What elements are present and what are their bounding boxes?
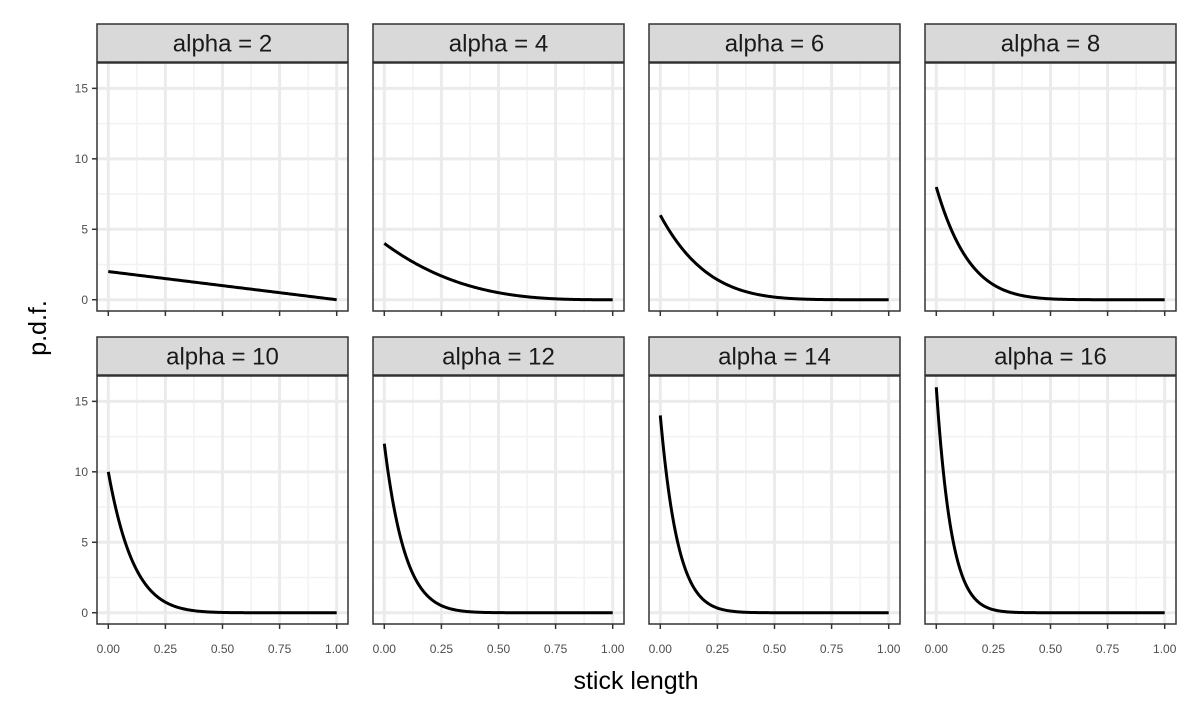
x-tick-label: 0.75	[820, 642, 844, 656]
y-tick-label: 5	[81, 536, 88, 550]
x-tick-label: 0.75	[544, 642, 568, 656]
x-tick-label: 0.25	[430, 642, 454, 656]
series-line-2	[107, 270, 338, 302]
facet-strip	[924, 23, 1177, 63]
facet-strip	[648, 23, 901, 63]
x-tick-label: 0.00	[97, 642, 121, 656]
y-axis-title: p.d.f.	[24, 300, 52, 356]
facet-panel: alpha = 8	[924, 23, 1177, 316]
y-tick-label: 10	[75, 465, 89, 479]
series-line-12	[382, 443, 614, 615]
facet-strip-label: alpha = 10	[166, 344, 279, 371]
x-tick-label: 0.50	[211, 642, 235, 656]
x-tick-label: 0.25	[154, 642, 178, 656]
y-tick-label: 5	[81, 223, 88, 237]
facet-strip-label: alpha = 2	[173, 31, 272, 58]
x-tick-label: 0.00	[373, 642, 397, 656]
facet-panel: alpha = 4	[372, 23, 625, 316]
facet-strip-label: alpha = 8	[1001, 31, 1100, 58]
y-tick-label: 15	[75, 82, 89, 96]
facet-strip-label: alpha = 4	[449, 31, 548, 58]
facet-panel: alpha = 10 0 5 10 15 0.00 0.25 0.50 0.75 1.00	[75, 336, 349, 656]
y-tick-label: 0	[81, 606, 88, 620]
x-tick-label: 0.00	[649, 642, 673, 656]
x-axis-title: stick length	[573, 667, 698, 695]
facet-panel: alpha = 2 0 5 10 15	[75, 23, 349, 316]
x-tick-label: 1.00	[877, 642, 901, 656]
facet-strip-label: alpha = 12	[442, 344, 555, 371]
facet-strip	[372, 336, 625, 376]
facet-panel: alpha = 14 0.00 0.25 0.50 0.75 1.00	[648, 336, 901, 656]
facet-strip-label: alpha = 6	[725, 31, 824, 58]
facet-strip	[372, 23, 625, 63]
series-line-10	[106, 471, 338, 615]
facet-strip	[648, 336, 901, 376]
x-tick-label: 0.25	[706, 642, 730, 656]
x-tick-label: 0.00	[925, 642, 949, 656]
facet-panel: alpha = 12 0.00 0.25 0.50 0.75 1.00	[372, 336, 625, 656]
facet-strip	[96, 336, 349, 376]
facet-strip	[96, 23, 349, 63]
series-line-4	[383, 242, 614, 302]
y-tick-label: 15	[75, 395, 89, 409]
series-line-14	[658, 415, 890, 615]
x-tick-label: 1.00	[325, 642, 349, 656]
x-tick-label: 0.50	[763, 642, 787, 656]
x-tick-label: 1.00	[601, 642, 625, 656]
x-tick-label: 0.50	[487, 642, 511, 656]
series-line-16	[934, 387, 1166, 615]
x-tick-label: 0.50	[1039, 642, 1063, 656]
y-tick-label: 10	[75, 152, 89, 166]
x-tick-label: 0.75	[268, 642, 292, 656]
series-line-6	[658, 214, 890, 302]
facet-panel: alpha = 16 0.00 0.25 0.50 0.75 1.00	[924, 336, 1177, 656]
y-tick-label: 0	[81, 293, 88, 307]
series-line-8	[934, 186, 1166, 302]
facet-strip-label: alpha = 14	[718, 344, 831, 371]
panels-layer: alpha = 2 0 5 10 15 alpha = 4 alpha = 6 alpha =…	[75, 23, 1177, 656]
x-tick-label: 0.75	[1096, 642, 1120, 656]
facet-strip-label: alpha = 16	[994, 344, 1107, 371]
x-tick-label: 1.00	[1153, 642, 1177, 656]
facet-panel: alpha = 6	[648, 23, 901, 316]
facet-strip	[924, 336, 1177, 376]
x-tick-label: 0.25	[982, 642, 1006, 656]
